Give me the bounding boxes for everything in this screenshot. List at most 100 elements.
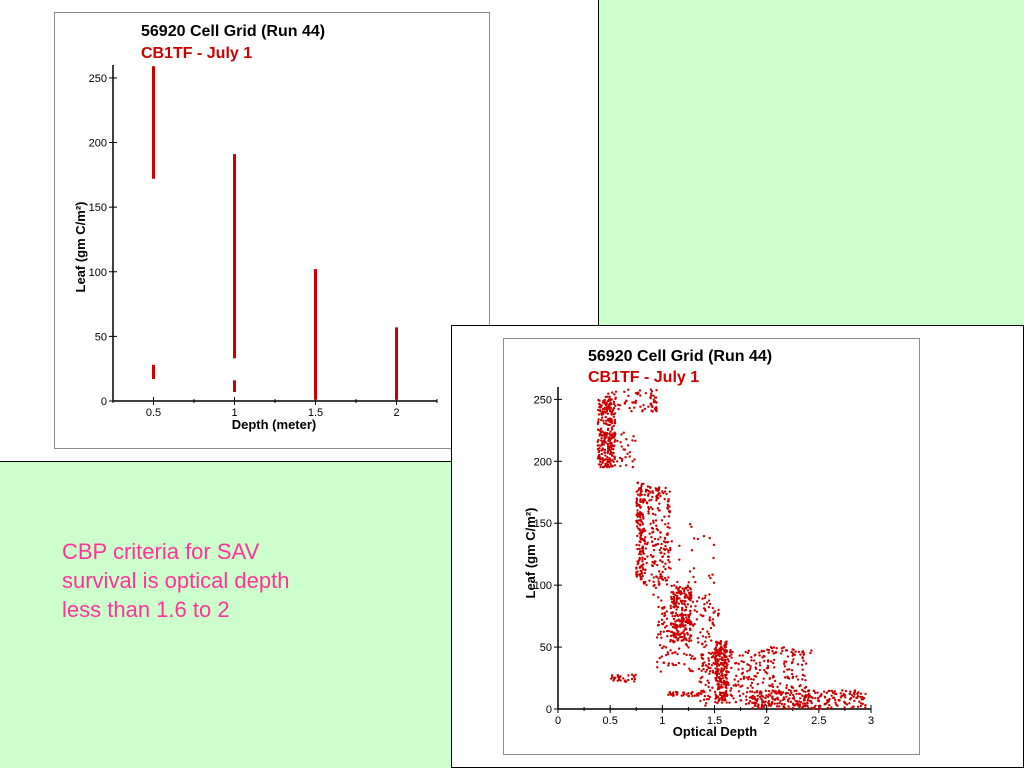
data-point bbox=[758, 695, 762, 699]
data-point bbox=[610, 447, 614, 451]
data-point bbox=[704, 683, 707, 687]
data-point bbox=[711, 573, 714, 576]
data-point bbox=[770, 702, 774, 706]
data-point bbox=[638, 547, 641, 551]
data-point bbox=[801, 702, 805, 705]
data-point bbox=[672, 605, 676, 608]
data-point bbox=[636, 493, 640, 496]
data-point bbox=[753, 702, 756, 705]
data-point bbox=[684, 638, 688, 641]
data-point bbox=[728, 701, 731, 704]
x-tick-label: 2 bbox=[764, 715, 770, 727]
data-point bbox=[669, 548, 672, 552]
data-point bbox=[610, 410, 614, 414]
data-point bbox=[652, 548, 656, 552]
data-point bbox=[635, 497, 638, 500]
data-point bbox=[716, 641, 719, 644]
data-point bbox=[649, 388, 653, 391]
data-point bbox=[596, 447, 600, 451]
data-point bbox=[682, 691, 686, 694]
data-point bbox=[611, 428, 614, 431]
data-point bbox=[598, 409, 602, 413]
data-point bbox=[701, 664, 704, 668]
data-point bbox=[739, 699, 742, 702]
data-point bbox=[665, 547, 668, 551]
data-point bbox=[636, 522, 640, 525]
data-point bbox=[641, 409, 644, 412]
data-point bbox=[620, 445, 623, 448]
data-point bbox=[639, 505, 642, 509]
data-point bbox=[771, 689, 774, 692]
data-point bbox=[610, 465, 614, 468]
data-point bbox=[753, 691, 756, 694]
data-point bbox=[648, 532, 651, 535]
data-point bbox=[667, 499, 670, 503]
data-point bbox=[608, 457, 611, 460]
data-point bbox=[662, 565, 665, 568]
data-point bbox=[720, 698, 724, 702]
data-point bbox=[666, 634, 669, 638]
data-point bbox=[707, 657, 710, 660]
data-point bbox=[810, 649, 813, 652]
data-point bbox=[697, 596, 701, 599]
data-point bbox=[602, 466, 605, 469]
data-point bbox=[782, 697, 786, 701]
data-point bbox=[775, 705, 779, 708]
data-point bbox=[843, 706, 846, 709]
data-point bbox=[724, 673, 727, 677]
data-point bbox=[640, 569, 643, 573]
data-point bbox=[651, 405, 654, 408]
data-point bbox=[641, 559, 644, 563]
data-point bbox=[649, 506, 653, 509]
data-point bbox=[626, 678, 630, 682]
data-point bbox=[713, 610, 717, 613]
data-point bbox=[728, 654, 731, 658]
data-point bbox=[635, 566, 638, 569]
data-point bbox=[734, 683, 737, 686]
data-point bbox=[793, 689, 796, 693]
data-point bbox=[671, 652, 674, 655]
data-point bbox=[714, 654, 718, 658]
data-point bbox=[685, 616, 688, 619]
data-point bbox=[631, 460, 634, 463]
data-point bbox=[789, 689, 792, 693]
data-point bbox=[720, 672, 724, 675]
data-point bbox=[663, 576, 667, 580]
data-point bbox=[614, 404, 617, 408]
data-point bbox=[603, 451, 606, 454]
data-point bbox=[641, 568, 645, 571]
data-point bbox=[733, 678, 736, 681]
data-point bbox=[727, 660, 730, 663]
data-point bbox=[682, 652, 686, 655]
data-point bbox=[746, 663, 749, 666]
data-point bbox=[673, 651, 676, 654]
data-point bbox=[864, 703, 867, 707]
data-point bbox=[699, 699, 702, 703]
data-point bbox=[652, 576, 656, 579]
data-point bbox=[638, 528, 641, 532]
data-point bbox=[597, 413, 601, 416]
data-point bbox=[666, 504, 670, 507]
data-point bbox=[687, 581, 690, 584]
data-point bbox=[704, 704, 707, 707]
data-point bbox=[771, 661, 775, 665]
data-point bbox=[639, 532, 642, 535]
data-point bbox=[833, 698, 837, 701]
data-point bbox=[834, 701, 837, 704]
data-point bbox=[758, 661, 762, 664]
data-point bbox=[714, 672, 717, 675]
data-point bbox=[679, 590, 683, 593]
data-point bbox=[639, 405, 642, 408]
data-point bbox=[618, 456, 622, 460]
data-point bbox=[717, 612, 720, 615]
data-point bbox=[715, 676, 718, 679]
data-point bbox=[647, 506, 650, 510]
data-point bbox=[655, 389, 658, 392]
data-point bbox=[647, 510, 650, 513]
data-point bbox=[719, 646, 722, 650]
data-point bbox=[614, 390, 618, 393]
data-point bbox=[727, 683, 730, 687]
data-point bbox=[708, 602, 712, 606]
data-point bbox=[843, 694, 847, 697]
data-point bbox=[737, 668, 740, 671]
